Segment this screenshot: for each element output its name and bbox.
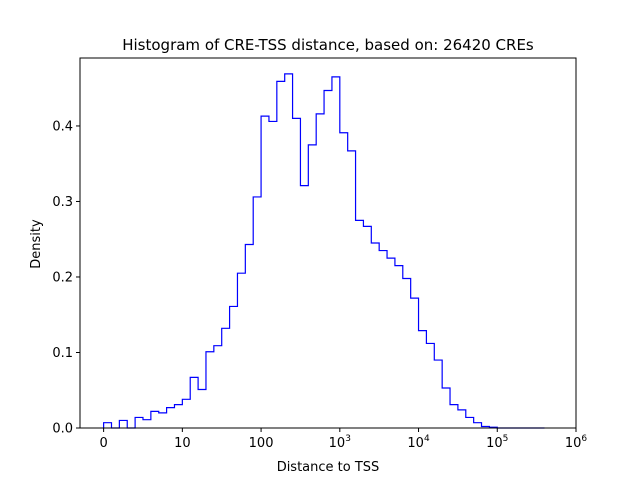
axes-frame xyxy=(79,57,577,429)
x-tick-label: 0 xyxy=(99,436,107,451)
y-tick-label: 0.1 xyxy=(52,346,73,361)
y-tick-label: 0.2 xyxy=(52,270,73,285)
y-axis-label: Density xyxy=(29,219,44,269)
x-tick-label: 10 xyxy=(174,436,191,451)
y-tick-label: 0.0 xyxy=(52,422,73,437)
x-tick-label: 100 xyxy=(249,436,274,451)
x-axis-label: Distance to TSS xyxy=(277,460,380,475)
histogram-step-line xyxy=(103,73,545,429)
y-tick-label: 0.4 xyxy=(52,119,73,134)
chart-title: Histogram of CRE-TSS distance, based on:… xyxy=(122,36,534,54)
y-tick-label: 0.3 xyxy=(52,195,73,210)
